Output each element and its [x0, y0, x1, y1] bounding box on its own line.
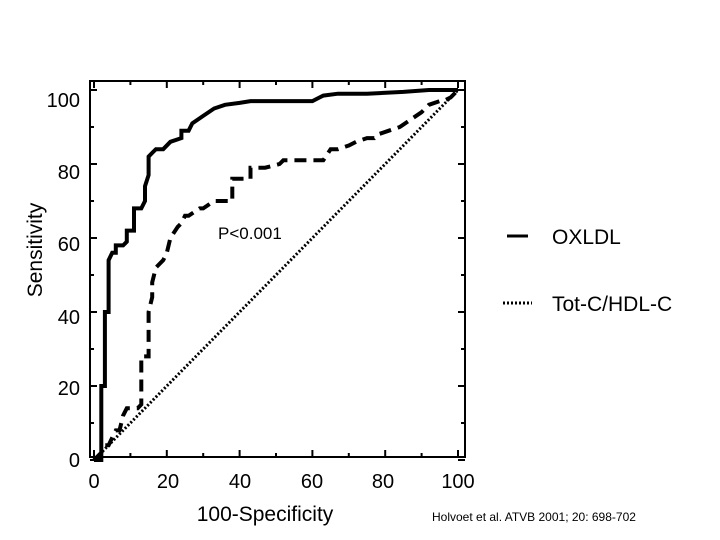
- plot-frame: [89, 80, 466, 458]
- x-tick-label: 40: [229, 471, 251, 493]
- x-axis-title: 100-Specificity: [197, 503, 334, 526]
- series-layer: [92, 88, 460, 462]
- y-tick-label: 40: [58, 307, 80, 329]
- y-tick-label: 20: [58, 378, 80, 400]
- series-line-tot-c-hdl-c: [92, 88, 460, 462]
- axis-ticks: [90, 81, 465, 461]
- x-tick-label: 60: [301, 471, 323, 493]
- series-line-oxldl: [94, 88, 458, 462]
- p-value-annotation: P<0.001: [218, 224, 282, 243]
- legend-label-totc-hdlc: Tot-C/HDL-C: [552, 293, 672, 316]
- x-tick-label: 80: [372, 471, 394, 493]
- series-line-reference: [92, 88, 460, 462]
- y-tick-label: 80: [58, 162, 80, 184]
- y-tick-label: 0: [69, 450, 80, 472]
- citation: Holvoet et al. ATVB 2001; 20: 698-702: [432, 510, 636, 524]
- y-tick-label: 60: [58, 234, 80, 256]
- y-axis-title: Sensitivity: [24, 202, 47, 297]
- x-tick-label: 0: [88, 471, 99, 493]
- legend-label-oxldl: OXLDL: [552, 226, 621, 249]
- x-tick-label: 20: [157, 471, 179, 493]
- x-tick-label: 100: [441, 471, 474, 493]
- y-tick-label: 100: [47, 90, 80, 112]
